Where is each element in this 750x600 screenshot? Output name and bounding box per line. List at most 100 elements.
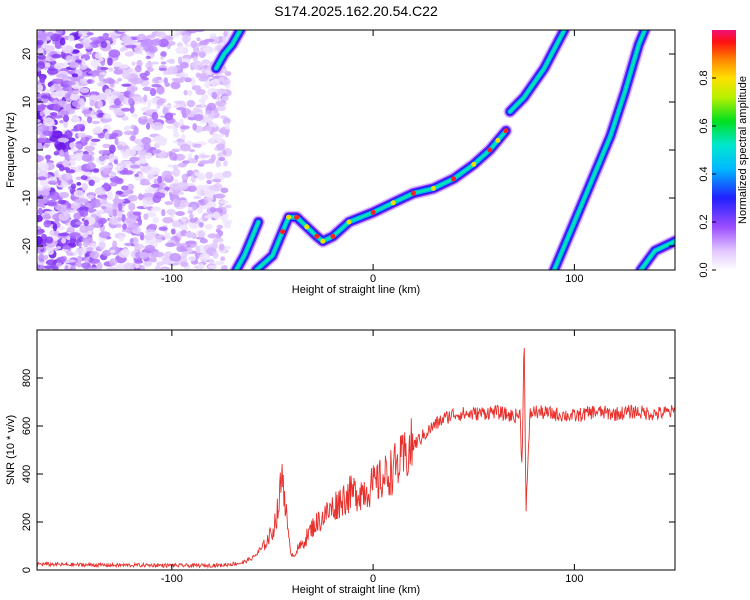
noise-blob: [77, 242, 83, 248]
noise-blob: [88, 179, 95, 187]
noise-blob: [221, 95, 229, 102]
noise-blob: [37, 39, 44, 46]
noise-blob: [108, 78, 116, 85]
noise-blob: [213, 182, 223, 191]
noise-blob: [175, 211, 185, 217]
noise-blob: [212, 132, 218, 140]
noise-blob: [53, 103, 61, 112]
noise-blob: [171, 220, 182, 228]
noise-blob: [156, 105, 161, 109]
noise-blob: [104, 88, 112, 97]
noise-blob: [114, 137, 119, 146]
noise-blob: [79, 209, 89, 218]
noise-blob: [86, 51, 92, 55]
noise-blob: [179, 76, 186, 81]
noise-blob: [50, 191, 60, 201]
noise-blob: [150, 38, 162, 46]
noise-blob: [62, 159, 69, 167]
noise-blob: [179, 143, 191, 152]
noise-blob: [215, 159, 222, 168]
noise-blob: [83, 219, 89, 227]
noise-blob: [57, 199, 67, 205]
noise-blob: [132, 236, 139, 246]
noise-blob: [79, 87, 90, 93]
noise-blob: [155, 239, 163, 243]
noise-blob: [176, 243, 182, 248]
noise-blob: [59, 37, 66, 46]
noise-blob: [87, 79, 92, 84]
noise-blob: [45, 236, 54, 244]
noise-blob: [123, 170, 134, 175]
main-track-band: [249, 124, 513, 270]
noise-blob: [54, 40, 62, 49]
noise-blob: [79, 65, 88, 70]
snr-frame: [36, 329, 676, 571]
noise-blob: [208, 258, 215, 264]
noise-blob: [182, 160, 190, 164]
noise-blob: [177, 56, 183, 65]
noise-blob: [37, 162, 49, 171]
noise-blob: [151, 149, 162, 154]
noise-blob: [175, 30, 180, 36]
noise-blob: [133, 126, 139, 135]
noise-blob: [134, 64, 142, 73]
noise-blob: [59, 119, 64, 124]
noise-blob: [69, 232, 81, 239]
noise-blob: [97, 217, 108, 225]
noise-blob: [81, 182, 88, 192]
noise-blob: [121, 116, 129, 121]
main-track-peak: [430, 185, 436, 191]
noise-blob: [147, 99, 152, 108]
noise-blob: [186, 30, 198, 34]
noise-blob: [41, 94, 49, 100]
noise-blob: [54, 90, 66, 97]
main-track-band: [252, 127, 510, 270]
noise-blob: [180, 261, 189, 268]
main-track-peak: [286, 214, 292, 220]
noise-blob: [91, 120, 100, 125]
noise-blob: [67, 84, 73, 92]
noise-blob: [151, 111, 159, 121]
noise-blob: [189, 148, 196, 153]
main-track-peak: [370, 209, 376, 215]
noise-blob: [97, 132, 105, 139]
noise-blob: [108, 67, 114, 72]
noise-blob: [145, 170, 152, 175]
noise-blob: [162, 106, 169, 115]
noise-blob: [171, 148, 180, 153]
noise-blob: [198, 160, 211, 164]
noise-blob: [114, 80, 120, 85]
noise-blob: [198, 76, 209, 82]
noise-blob: [97, 209, 105, 214]
noise-blob: [118, 202, 123, 212]
colorbar-gradient: [712, 30, 736, 270]
noise-blob: [139, 72, 148, 79]
noise-blob: [209, 79, 220, 87]
noise-blob: [89, 141, 97, 147]
noise-blob: [100, 60, 106, 67]
noise-blob: [132, 211, 142, 216]
noise-blob: [92, 168, 100, 173]
noise-blob: [197, 230, 205, 238]
noise-blob: [215, 89, 227, 95]
snr-ticks: -100 0 100 0 200 400 600 800: [21, 330, 675, 585]
noise-blob: [112, 91, 122, 96]
noise-blob: [57, 232, 70, 237]
noise-blob: [37, 126, 44, 131]
noise-blob: [114, 193, 119, 203]
noise-blob: [102, 167, 111, 176]
noise-blob: [224, 221, 231, 229]
noise-blob: [71, 73, 79, 78]
snr-x-tick-label: 100: [565, 573, 583, 585]
noise-blob: [158, 38, 169, 48]
noise-blob: [58, 191, 70, 199]
main-track-peak: [390, 200, 396, 206]
noise-blob: [56, 163, 63, 168]
noise-blob: [160, 56, 165, 60]
noise-blob: [205, 201, 217, 209]
noise-blob: [102, 143, 111, 149]
noise-blob: [109, 182, 118, 187]
noise-blob: [134, 243, 145, 250]
main-track-band: [251, 125, 511, 270]
noise-blob: [76, 198, 88, 205]
